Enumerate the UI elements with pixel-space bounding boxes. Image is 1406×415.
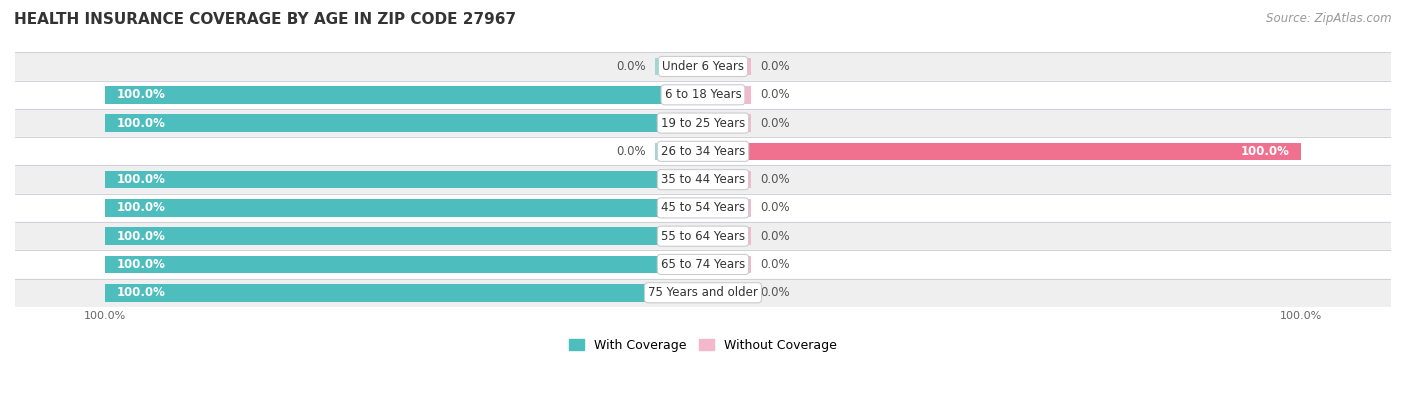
Bar bbox=[15, 81, 1391, 109]
Text: 0.0%: 0.0% bbox=[759, 88, 789, 101]
Bar bbox=[703, 227, 751, 245]
Text: 65 to 74 Years: 65 to 74 Years bbox=[661, 258, 745, 271]
Text: 55 to 64 Years: 55 to 64 Years bbox=[661, 229, 745, 243]
Text: 0.0%: 0.0% bbox=[617, 145, 647, 158]
Text: 100.0%: 100.0% bbox=[1240, 145, 1289, 158]
Bar bbox=[104, 171, 703, 188]
Text: 100.0%: 100.0% bbox=[117, 88, 166, 101]
Bar bbox=[703, 256, 751, 273]
Bar bbox=[703, 114, 751, 132]
Text: 0.0%: 0.0% bbox=[759, 258, 789, 271]
Bar bbox=[15, 109, 1391, 137]
Text: 0.0%: 0.0% bbox=[759, 229, 789, 243]
Text: 0.0%: 0.0% bbox=[617, 60, 647, 73]
Bar bbox=[15, 166, 1391, 194]
Bar bbox=[15, 137, 1391, 166]
Bar bbox=[104, 256, 703, 273]
Text: 0.0%: 0.0% bbox=[759, 173, 789, 186]
Bar bbox=[703, 171, 751, 188]
Text: 45 to 54 Years: 45 to 54 Years bbox=[661, 201, 745, 215]
Bar bbox=[104, 284, 703, 302]
Text: 100.0%: 100.0% bbox=[117, 286, 166, 299]
Bar bbox=[104, 86, 703, 104]
Bar bbox=[15, 52, 1391, 81]
Text: Under 6 Years: Under 6 Years bbox=[662, 60, 744, 73]
Bar bbox=[703, 86, 751, 104]
Text: HEALTH INSURANCE COVERAGE BY AGE IN ZIP CODE 27967: HEALTH INSURANCE COVERAGE BY AGE IN ZIP … bbox=[14, 12, 516, 27]
Text: 100.0%: 100.0% bbox=[117, 229, 166, 243]
Text: 75 Years and older: 75 Years and older bbox=[648, 286, 758, 299]
Bar bbox=[655, 143, 703, 160]
Text: 35 to 44 Years: 35 to 44 Years bbox=[661, 173, 745, 186]
Bar bbox=[15, 194, 1391, 222]
Bar bbox=[104, 114, 703, 132]
Bar bbox=[104, 199, 703, 217]
Bar bbox=[15, 250, 1391, 278]
Bar bbox=[703, 284, 751, 302]
Text: 0.0%: 0.0% bbox=[759, 60, 789, 73]
Text: 0.0%: 0.0% bbox=[759, 117, 789, 129]
Text: 19 to 25 Years: 19 to 25 Years bbox=[661, 117, 745, 129]
Text: 0.0%: 0.0% bbox=[759, 201, 789, 215]
Bar bbox=[15, 222, 1391, 250]
Bar bbox=[703, 58, 751, 75]
Text: 100.0%: 100.0% bbox=[117, 173, 166, 186]
Bar bbox=[703, 199, 751, 217]
Text: 26 to 34 Years: 26 to 34 Years bbox=[661, 145, 745, 158]
Bar bbox=[104, 227, 703, 245]
Text: 100.0%: 100.0% bbox=[117, 201, 166, 215]
Text: 100.0%: 100.0% bbox=[117, 258, 166, 271]
Bar bbox=[15, 278, 1391, 307]
Text: 100.0%: 100.0% bbox=[117, 117, 166, 129]
Text: 0.0%: 0.0% bbox=[759, 286, 789, 299]
Text: 6 to 18 Years: 6 to 18 Years bbox=[665, 88, 741, 101]
Legend: With Coverage, Without Coverage: With Coverage, Without Coverage bbox=[564, 334, 842, 356]
Text: Source: ZipAtlas.com: Source: ZipAtlas.com bbox=[1267, 12, 1392, 25]
Bar bbox=[655, 58, 703, 75]
Bar bbox=[703, 143, 1302, 160]
